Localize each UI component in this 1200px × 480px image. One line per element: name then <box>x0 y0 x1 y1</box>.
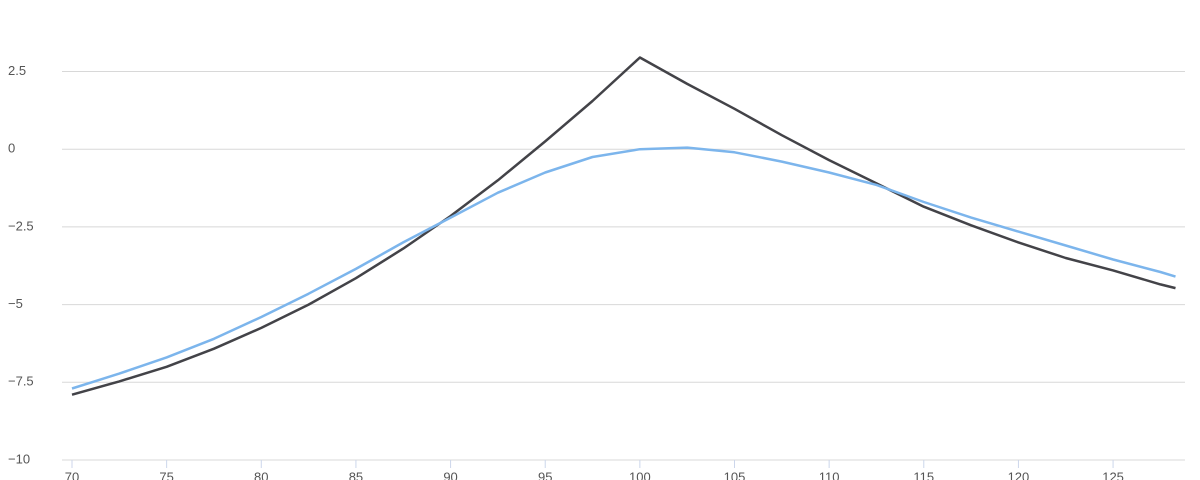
x-tick-label: 95 <box>538 469 552 480</box>
x-tick-label: 100 <box>629 469 651 480</box>
y-tick-label: −7.5 <box>8 374 34 389</box>
x-tick-label: 110 <box>819 469 840 480</box>
x-tick-label: 115 <box>913 469 934 480</box>
x-tick-label: 120 <box>1008 469 1030 480</box>
y-tick-label: −2.5 <box>8 218 34 233</box>
series-line <box>71 146 1176 390</box>
x-tick-label: 90 <box>443 469 457 480</box>
y-tick-label: −5 <box>8 296 23 311</box>
x-tick-label: 105 <box>724 469 746 480</box>
x-tick-label: 80 <box>254 469 268 480</box>
y-tick-label: −10 <box>8 451 30 466</box>
x-tick-label: 70 <box>65 469 79 480</box>
y-tick-label: 0 <box>8 141 15 156</box>
y-tick-label: 2.5 <box>8 63 26 78</box>
x-tick-label: 125 <box>1102 469 1124 480</box>
series-line <box>71 56 1176 396</box>
x-tick-label: 85 <box>349 469 363 480</box>
x-tick-label: 75 <box>159 469 173 480</box>
